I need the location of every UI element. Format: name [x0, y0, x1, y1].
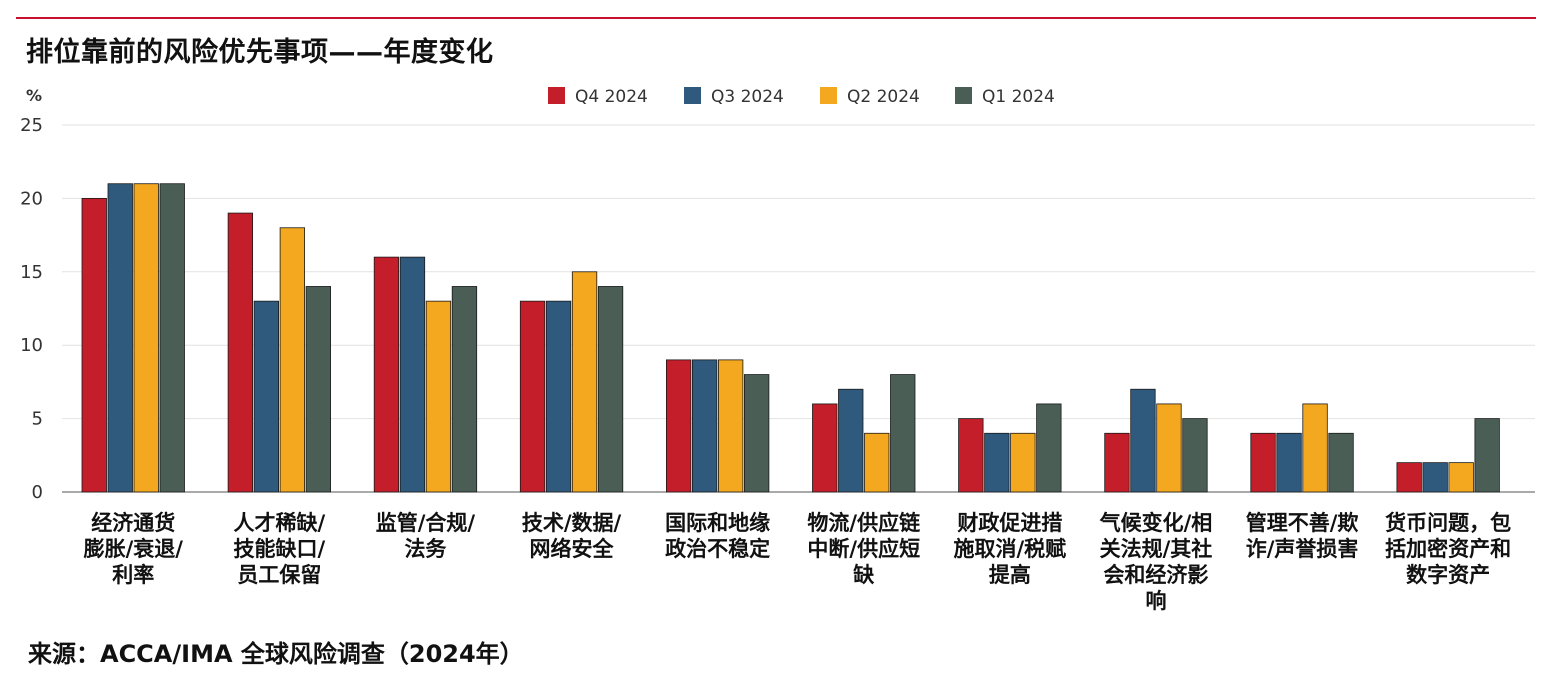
category-label: 括加密资产和: [1385, 537, 1511, 561]
bar-q1-2024: [305, 286, 332, 493]
bar-q4-2024: [519, 300, 546, 493]
category-label: 施取消/税赋: [954, 537, 1067, 561]
y-axis-unit-label: %: [26, 86, 42, 105]
bar-q3-2024: [107, 183, 133, 493]
category-label: 国际和地缘: [665, 511, 770, 535]
bar-q3-2024: [692, 359, 718, 493]
bar-q3-2024: [838, 388, 864, 493]
category-label: 缺: [853, 563, 875, 587]
bar-q3-2024: [984, 432, 1010, 493]
bar-q4-2024: [1396, 462, 1422, 493]
category-label: 财政促进措: [957, 511, 1062, 535]
category-label: 会和经济影: [1103, 563, 1208, 587]
bar-q1-2024: [597, 286, 624, 493]
category-label: 人才稀缺/: [234, 511, 326, 535]
bar-q4-2024: [666, 359, 692, 493]
y-tick-label: 10: [20, 335, 43, 356]
legend-swatch: [955, 87, 972, 104]
bar-q2-2024: [1302, 403, 1328, 493]
category-label: 技术/数据/: [522, 511, 622, 535]
bar-q2-2024: [1010, 432, 1036, 493]
legend-label: Q4 2024: [575, 87, 648, 107]
category-label: 诈/声誉损害: [1246, 537, 1359, 561]
bar-q3-2024: [545, 300, 572, 493]
bar-q4-2024: [958, 418, 984, 493]
category-label: 响: [1145, 589, 1166, 613]
legend-label: Q3 2024: [711, 87, 784, 107]
bar-q3-2024: [253, 300, 280, 493]
bar-q1-2024: [1328, 432, 1354, 493]
category-label: 物流/供应链: [807, 511, 921, 535]
bar-q3-2024: [1130, 388, 1156, 493]
bar-q1-2024: [1474, 418, 1500, 493]
category-label: 关法规/其社: [1100, 537, 1213, 561]
category-label: 提高: [989, 563, 1031, 587]
legend-swatch: [684, 87, 701, 104]
legend-swatch: [548, 87, 565, 104]
category-label: 法务: [404, 537, 447, 561]
category-label: 膨胀/衰退/: [84, 537, 184, 561]
bar-q3-2024: [1422, 462, 1448, 493]
bar-q2-2024: [425, 300, 452, 493]
top-rule: [16, 17, 1536, 19]
bar-q2-2024: [133, 183, 159, 493]
y-tick-label: 15: [20, 262, 43, 283]
category-label: 技能缺口/: [234, 537, 326, 561]
bar-q2-2024: [718, 359, 744, 493]
chart-title: 排位靠前的风险优先事项——年度变化: [26, 37, 494, 68]
legend-swatch: [820, 87, 837, 104]
bar-q4-2024: [1104, 432, 1130, 493]
y-tick-label: 20: [20, 188, 43, 209]
bar-q2-2024: [1156, 403, 1182, 493]
category-label: 监管/合规/: [376, 511, 476, 535]
bar-q1-2024: [1036, 403, 1062, 493]
bar-q4-2024: [373, 256, 400, 493]
category-label: 利率: [112, 563, 154, 587]
category-label: 货币问题，包: [1385, 511, 1511, 535]
bar-q3-2024: [399, 256, 426, 493]
bar-q1-2024: [159, 183, 185, 493]
bar-q2-2024: [279, 227, 306, 493]
bar-q4-2024: [1250, 432, 1276, 493]
y-tick-label: 5: [32, 409, 43, 430]
category-label: 气候变化/相: [1099, 511, 1213, 535]
bar-q2-2024: [864, 432, 890, 493]
category-label: 数字资产: [1406, 563, 1490, 587]
bar-q2-2024: [571, 271, 598, 493]
legend-label: Q2 2024: [847, 87, 920, 107]
bar-q3-2024: [1276, 432, 1302, 493]
category-label: 政治不稳定: [665, 537, 770, 561]
source-note: 来源：ACCA/IMA 全球风险调查（2024年）: [28, 640, 524, 668]
category-label: 经济通货: [91, 511, 175, 535]
bar-q1-2024: [744, 374, 770, 493]
legend-label: Q1 2024: [982, 87, 1055, 107]
y-tick-label: 25: [20, 115, 43, 136]
bar-q4-2024: [812, 403, 838, 493]
bar-q1-2024: [1182, 418, 1208, 493]
bar-q2-2024: [1448, 462, 1474, 493]
category-label: 员工保留: [237, 563, 321, 587]
bar-q1-2024: [890, 374, 916, 493]
bar-q1-2024: [451, 286, 478, 493]
bar-q4-2024: [81, 197, 107, 493]
category-label: 管理不善/欺: [1246, 511, 1359, 535]
y-tick-label: 0: [32, 482, 43, 503]
category-label: 网络安全: [530, 537, 615, 561]
category-label: 中断/供应短: [807, 537, 920, 561]
bar-q4-2024: [227, 212, 254, 493]
